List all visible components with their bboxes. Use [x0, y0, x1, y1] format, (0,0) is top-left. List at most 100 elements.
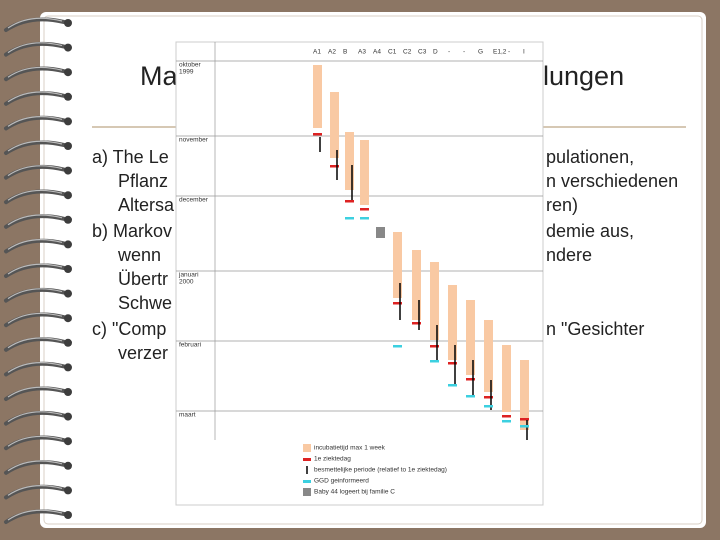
- incubation-bar: [466, 300, 475, 375]
- incubation-bar: [484, 320, 493, 392]
- body-text-fragment: Schwe: [118, 293, 172, 313]
- first-day-mark: [313, 133, 322, 136]
- spiral-hole: [64, 142, 72, 150]
- first-day-mark: [466, 378, 475, 381]
- spiral-ring-highlight: [7, 435, 63, 447]
- spiral-ring: [4, 361, 66, 377]
- column-header: D: [433, 49, 438, 56]
- spiral-ring: [4, 115, 66, 131]
- body-text-fragment: n "Gesichter: [546, 319, 644, 339]
- legend-label: besmettelijke periode (relatief to 1e zi…: [314, 467, 447, 474]
- spiral-ring-highlight: [7, 116, 63, 127]
- column-header: -: [448, 49, 450, 56]
- incubation-bar: [360, 140, 369, 205]
- spiral-ring-highlight: [7, 91, 63, 103]
- spiral-ring-highlight: [7, 17, 63, 29]
- body-text-fragment: Pflanz: [118, 171, 168, 191]
- column-header: A4: [373, 49, 381, 56]
- incubation-bar: [430, 262, 439, 340]
- spiral-hole: [64, 68, 72, 77]
- spiral-ring-highlight: [7, 66, 63, 78]
- spiral-ring-highlight: [7, 337, 63, 349]
- legend-swatch: [303, 458, 311, 461]
- first-day-mark: [345, 200, 354, 203]
- spiral-ring: [4, 410, 66, 426]
- incubation-bar: [313, 65, 322, 128]
- spiral-hole: [64, 19, 72, 27]
- spiral-ring: [4, 386, 66, 401]
- spiral-ring: [4, 91, 66, 106]
- spiral-hole: [64, 117, 72, 126]
- column-header: E1,2: [493, 49, 507, 56]
- row-label: november: [179, 137, 209, 144]
- body-text-fragment: ren): [546, 195, 578, 215]
- column-header: B: [343, 49, 347, 56]
- first-day-mark: [430, 345, 439, 348]
- first-day-mark: [360, 208, 369, 211]
- spiral-ring-highlight: [7, 485, 63, 496]
- column-header: -: [508, 49, 510, 56]
- spiral-ring: [4, 337, 66, 352]
- spiral-binding: [4, 17, 72, 524]
- incubation-bar: [502, 345, 511, 412]
- column-header: A1: [313, 49, 321, 56]
- spiral-hole: [64, 486, 72, 495]
- spiral-ring: [4, 140, 66, 155]
- spiral-hole: [64, 166, 72, 175]
- first-day-mark: [448, 362, 457, 365]
- spiral-ring-highlight: [7, 189, 63, 201]
- column-header: C2: [403, 49, 412, 56]
- spiral-hole: [64, 289, 72, 298]
- spiral-ring: [4, 435, 66, 451]
- legend-label: Baby 44 logeert bij familie C: [314, 489, 395, 496]
- ggd-mark: [502, 420, 511, 423]
- spiral-ring: [4, 41, 66, 57]
- title-fragment: Ma: [140, 61, 178, 91]
- spiral-hole: [64, 191, 72, 200]
- spiral-ring: [4, 66, 66, 82]
- spiral-hole: [64, 314, 72, 323]
- spiral-ring-highlight: [7, 165, 63, 177]
- body-text-fragment: wenn: [117, 245, 161, 265]
- legend-swatch: [303, 480, 311, 483]
- spiral-hole: [64, 437, 72, 446]
- ggd-mark: [520, 425, 529, 428]
- ggd-mark: [345, 217, 354, 220]
- spiral-ring-highlight: [7, 288, 63, 300]
- spiral-ring: [4, 189, 66, 205]
- incubation-bar: [412, 250, 421, 320]
- body-text-fragment: pulationen,: [546, 147, 634, 167]
- spiral-hole: [64, 461, 72, 470]
- legend-swatch: [303, 444, 311, 452]
- column-header: G: [478, 49, 483, 56]
- ggd-mark: [430, 360, 439, 363]
- spiral-ring-highlight: [7, 411, 63, 423]
- column-header: A3: [358, 49, 366, 56]
- column-header: C3: [418, 49, 427, 56]
- row-label: februari: [179, 342, 201, 349]
- ggd-mark: [466, 395, 475, 398]
- spiral-ring: [4, 484, 66, 500]
- column-header: C1: [388, 49, 397, 56]
- body-text-fragment: Übertr: [118, 269, 168, 289]
- slide-border: [43, 15, 703, 525]
- incubation-bar: [520, 360, 529, 430]
- body-text-fragment: c) "Comp: [92, 319, 166, 339]
- body-text-fragment: ndere: [546, 245, 592, 265]
- spiral-ring-highlight: [7, 239, 63, 250]
- column-header: -: [463, 49, 465, 56]
- first-day-mark: [502, 415, 511, 418]
- spiral-hole: [64, 43, 72, 52]
- spiral-ring: [4, 460, 66, 475]
- row-label: 1999: [179, 69, 194, 76]
- spiral-ring: [4, 214, 66, 229]
- body-text-fragment: demie aus,: [546, 221, 634, 241]
- spiral-ring-highlight: [7, 312, 63, 324]
- body-text-fragment: verzer: [118, 343, 168, 363]
- row-label: maart: [179, 412, 196, 419]
- legend-label: 1e ziektedag: [314, 456, 351, 463]
- column-header: A2: [328, 49, 336, 56]
